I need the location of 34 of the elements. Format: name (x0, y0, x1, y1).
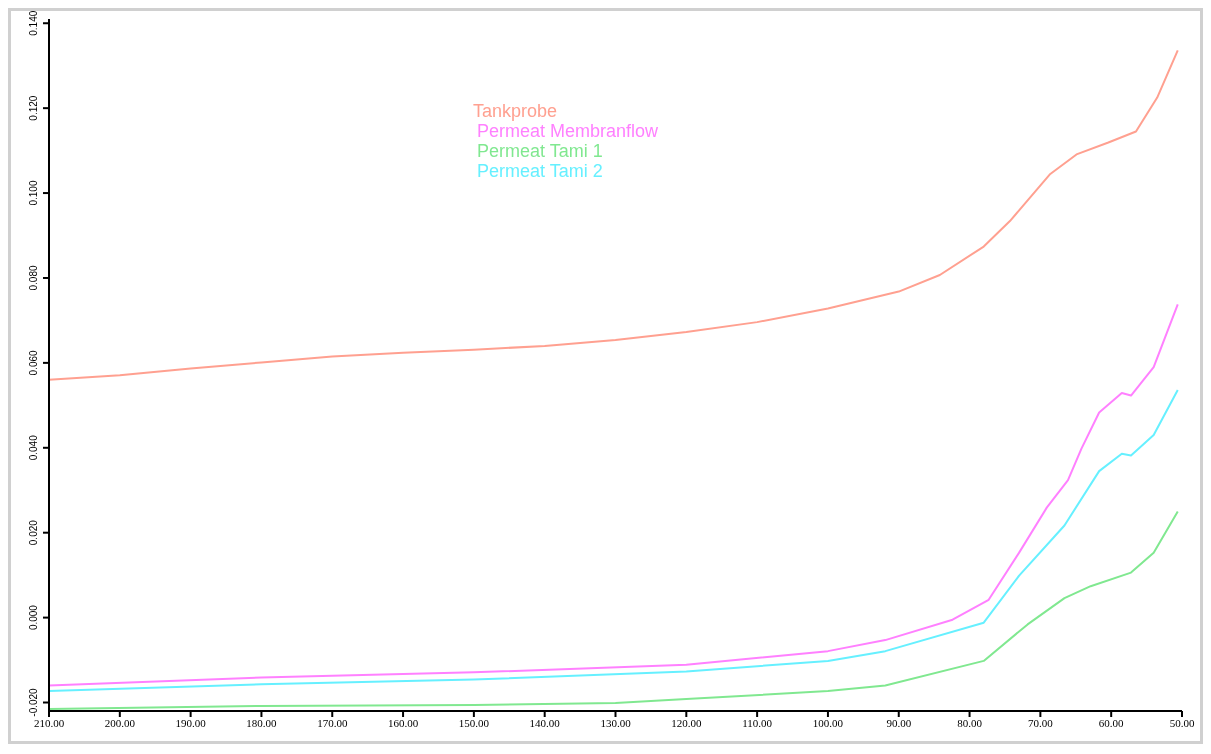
x-tick-label: 50.00 (1169, 716, 1195, 729)
x-tick-label: 60.00 (1098, 716, 1125, 729)
line-series (49, 49, 1179, 381)
text: Permeat Tami 1 (475, 141, 604, 161)
x-tick-label: 120.00 (671, 716, 702, 729)
x-tick-label: 170.00 (317, 716, 348, 729)
x-tick-label: 210.00 (33, 716, 65, 729)
line-series (49, 303, 1179, 687)
x-tick-label: 150.00 (458, 716, 490, 729)
text: Permeat Tami 2 (475, 161, 604, 181)
x-tick-label: 160.00 (387, 716, 419, 729)
y-tick-label: 0.100 (28, 180, 39, 206)
line-series (49, 389, 1179, 693)
y-tick-label: 0.040 (28, 434, 39, 461)
y-tick-label: 0.060 (28, 349, 39, 376)
y-tick-label: 0.120 (28, 95, 39, 121)
x-tick-label: 100.00 (812, 716, 844, 729)
x-tick-label: 190.00 (175, 716, 207, 729)
text: Permeat Membranflow (475, 121, 659, 141)
x-tick-label: 90.00 (886, 716, 912, 729)
x-tick-label: 70.00 (1028, 716, 1054, 729)
y-tick-label: 0.000 (28, 604, 39, 631)
x-tick-label: 180.00 (246, 716, 278, 729)
text: Tankprobe (472, 101, 558, 121)
x-tick-label: 140.00 (529, 716, 561, 729)
line-series (49, 510, 1179, 710)
y-tick-label: 0.080 (28, 265, 39, 291)
y-tick-label: 0.140 (28, 10, 39, 36)
x-tick-label: 200.00 (104, 716, 136, 729)
x-tick-label: 80.00 (957, 716, 983, 729)
x-tick-label: 110.00 (742, 716, 773, 729)
x-tick-label: 130.00 (600, 716, 632, 729)
y-tick-label: 0.020 (28, 519, 39, 546)
y-tick-label: -0.020 (28, 687, 39, 717)
